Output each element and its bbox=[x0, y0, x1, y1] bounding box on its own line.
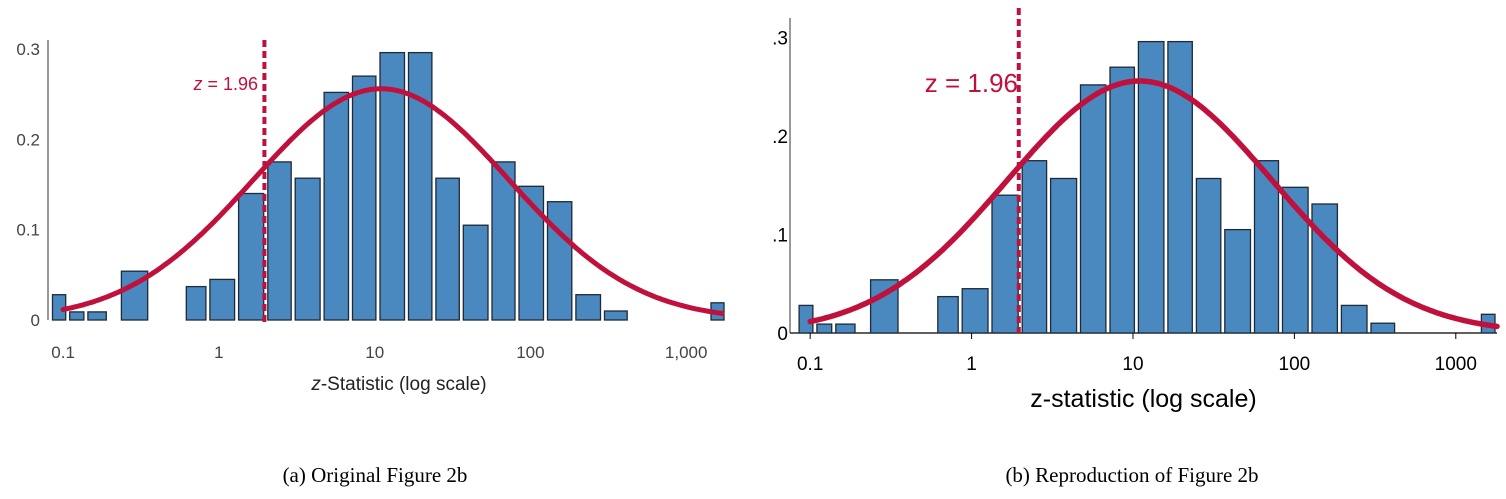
histogram-bar bbox=[1079, 84, 1107, 334]
threshold-label-italic: z bbox=[192, 74, 202, 94]
histogram-bar bbox=[961, 288, 989, 334]
fitted-curve bbox=[60, 86, 725, 316]
histogram-bar bbox=[1340, 304, 1368, 334]
histogram-bar bbox=[1109, 66, 1136, 334]
histogram-bar bbox=[1021, 160, 1048, 334]
histogram-bar bbox=[518, 185, 545, 321]
x-tick-label: 10 bbox=[1122, 354, 1143, 375]
x-tick-label: 1 bbox=[966, 354, 977, 375]
histogram-bar bbox=[294, 177, 321, 321]
histogram-bar bbox=[1224, 228, 1252, 334]
histogram-bar bbox=[1370, 322, 1396, 334]
y-tick-label: 0.3 bbox=[16, 40, 40, 59]
histogram-bar bbox=[1311, 203, 1339, 334]
y-tick-label: 0 bbox=[777, 324, 788, 345]
y-tick-label: .3 bbox=[772, 29, 788, 50]
y-tick-label: .2 bbox=[772, 127, 788, 148]
histogram-bar bbox=[1281, 186, 1309, 334]
histogram-bar bbox=[603, 310, 628, 321]
histogram-bar bbox=[379, 51, 406, 321]
histogram-bar bbox=[1137, 40, 1165, 334]
histogram-bar bbox=[835, 323, 856, 334]
histogram-bar bbox=[937, 295, 959, 334]
y-tick-label: .1 bbox=[772, 226, 788, 247]
histogram-bar bbox=[1253, 160, 1280, 334]
caption-original: (a) Original Figure 2b bbox=[283, 463, 468, 487]
histogram-bar bbox=[991, 194, 1019, 334]
fitted-curve bbox=[807, 78, 1500, 330]
x-axis-label-text: -Statistic (log scale) bbox=[321, 374, 487, 395]
y-tick-label: 0 bbox=[31, 311, 40, 330]
x-tick-label: 0.1 bbox=[51, 343, 75, 362]
x-tick-label: 1 bbox=[214, 343, 223, 362]
threshold-label-text: z = 1.96 bbox=[925, 68, 1018, 98]
histogram-bar bbox=[816, 323, 833, 334]
histogram-bar bbox=[185, 285, 207, 321]
x-axis-label-italic: z bbox=[310, 374, 321, 395]
threshold-label-text: = 1.96 bbox=[202, 74, 258, 94]
x-axis-label: z-statistic (log scale) bbox=[1030, 385, 1256, 413]
histogram-bar bbox=[209, 278, 236, 321]
histogram-bar bbox=[407, 51, 433, 321]
histogram-bar bbox=[237, 192, 265, 321]
x-tick-label: 1000 bbox=[1435, 354, 1477, 375]
histogram-bar bbox=[491, 161, 516, 321]
histogram-bar bbox=[351, 75, 377, 321]
histogram-bar bbox=[462, 224, 489, 321]
histogram-bar bbox=[267, 161, 292, 321]
y-tick-label: 0.1 bbox=[16, 221, 40, 240]
panel-reproduction: z = 1.960.1.2.30.1 1 10 100 1000z-statistic … bbox=[772, 8, 1500, 413]
x-tick-label: 10 bbox=[365, 343, 384, 362]
x-tick-label: 100 bbox=[1279, 354, 1311, 375]
x-axis-label: z-Statistic (log scale) bbox=[310, 374, 486, 395]
threshold-label: z = 1.96 bbox=[925, 68, 1018, 98]
histogram-bar bbox=[69, 311, 85, 321]
x-tick-label: 100 bbox=[516, 343, 544, 362]
histogram-bar bbox=[435, 177, 460, 321]
histogram-bar bbox=[869, 279, 899, 334]
histogram-bar bbox=[1195, 177, 1222, 334]
histogram-bar bbox=[323, 91, 350, 321]
histogram-bar bbox=[546, 201, 573, 321]
histogram-bar bbox=[87, 311, 107, 321]
y-tick-label: 0.2 bbox=[16, 130, 40, 149]
caption-reproduction: (b) Reproduction of Figure 2b bbox=[1005, 463, 1258, 487]
histogram-bar bbox=[575, 294, 602, 321]
x-axis-label-text: z-statistic (log scale) bbox=[1030, 385, 1256, 413]
histogram-bar bbox=[1049, 177, 1078, 334]
threshold-label: z = 1.96 bbox=[192, 74, 258, 94]
x-tick-label: 1,000 bbox=[665, 343, 708, 362]
x-tick-label: 0.1 bbox=[797, 354, 823, 375]
